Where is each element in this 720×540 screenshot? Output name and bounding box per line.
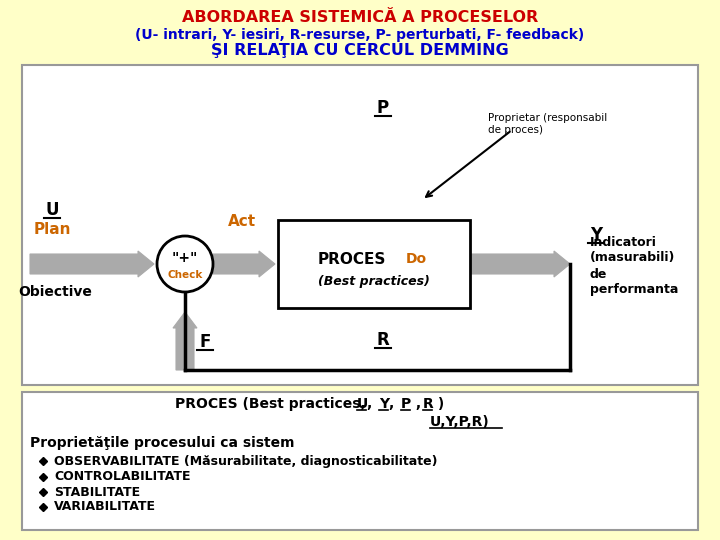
Text: U: U (45, 201, 59, 219)
Text: P: P (377, 99, 389, 117)
Text: Check: Check (167, 270, 203, 280)
Text: U: U (357, 397, 368, 411)
Text: PROCES: PROCES (318, 252, 386, 267)
Text: Y: Y (590, 226, 602, 244)
FancyArrow shape (30, 251, 154, 277)
Text: U,Y,P,R): U,Y,P,R) (430, 415, 490, 429)
Text: Indicatori: Indicatori (590, 235, 657, 248)
Text: F: F (199, 333, 211, 351)
Text: Proprietăţile procesului ca sistem: Proprietăţile procesului ca sistem (30, 436, 294, 450)
Text: Y: Y (379, 397, 389, 411)
Text: Act: Act (228, 214, 256, 230)
Text: STABILITATE: STABILITATE (54, 485, 140, 498)
Text: de proces): de proces) (488, 125, 543, 135)
FancyArrow shape (173, 312, 197, 370)
Text: Do: Do (406, 252, 427, 266)
Text: R: R (423, 397, 433, 411)
FancyBboxPatch shape (22, 392, 698, 530)
Text: Proprietar (responsabil: Proprietar (responsabil (488, 113, 607, 123)
Text: OBSERVABILITATE (Măsurabilitate, diagnosticabilitate): OBSERVABILITATE (Măsurabilitate, diagnos… (54, 455, 438, 468)
Text: "+": "+" (172, 251, 198, 265)
FancyArrow shape (345, 308, 375, 365)
FancyBboxPatch shape (278, 220, 470, 308)
FancyArrow shape (213, 251, 275, 277)
Text: Plan: Plan (33, 222, 71, 238)
Text: ,: , (367, 397, 377, 411)
Text: CONTROLABILITATE: CONTROLABILITATE (54, 470, 191, 483)
Text: ,: , (411, 397, 421, 411)
Text: R: R (377, 331, 390, 349)
Text: Obiective: Obiective (18, 285, 92, 299)
Text: ŞI RELAŢIA CU CERCUL DEMMING: ŞI RELAŢIA CU CERCUL DEMMING (211, 44, 509, 58)
Text: (masurabili): (masurabili) (590, 252, 675, 265)
Text: de: de (590, 267, 608, 280)
Text: P: P (401, 397, 411, 411)
Text: ABORDAREA SISTEMICĂ A PROCESELOR: ABORDAREA SISTEMICĂ A PROCESELOR (182, 10, 538, 25)
Text: PROCES (Best practices,: PROCES (Best practices, (175, 397, 371, 411)
FancyBboxPatch shape (22, 65, 698, 385)
Text: (Best practices): (Best practices) (318, 275, 430, 288)
Circle shape (157, 236, 213, 292)
FancyArrow shape (345, 92, 375, 214)
Text: ): ) (433, 397, 444, 411)
Text: ,: , (389, 397, 399, 411)
Text: performanta: performanta (590, 284, 678, 296)
Text: (U- intrari, Y- iesiri, R-resurse, P- perturbati, F- feedback): (U- intrari, Y- iesiri, R-resurse, P- pe… (135, 28, 585, 42)
FancyArrow shape (470, 251, 570, 277)
Text: VARIABILITATE: VARIABILITATE (54, 501, 156, 514)
